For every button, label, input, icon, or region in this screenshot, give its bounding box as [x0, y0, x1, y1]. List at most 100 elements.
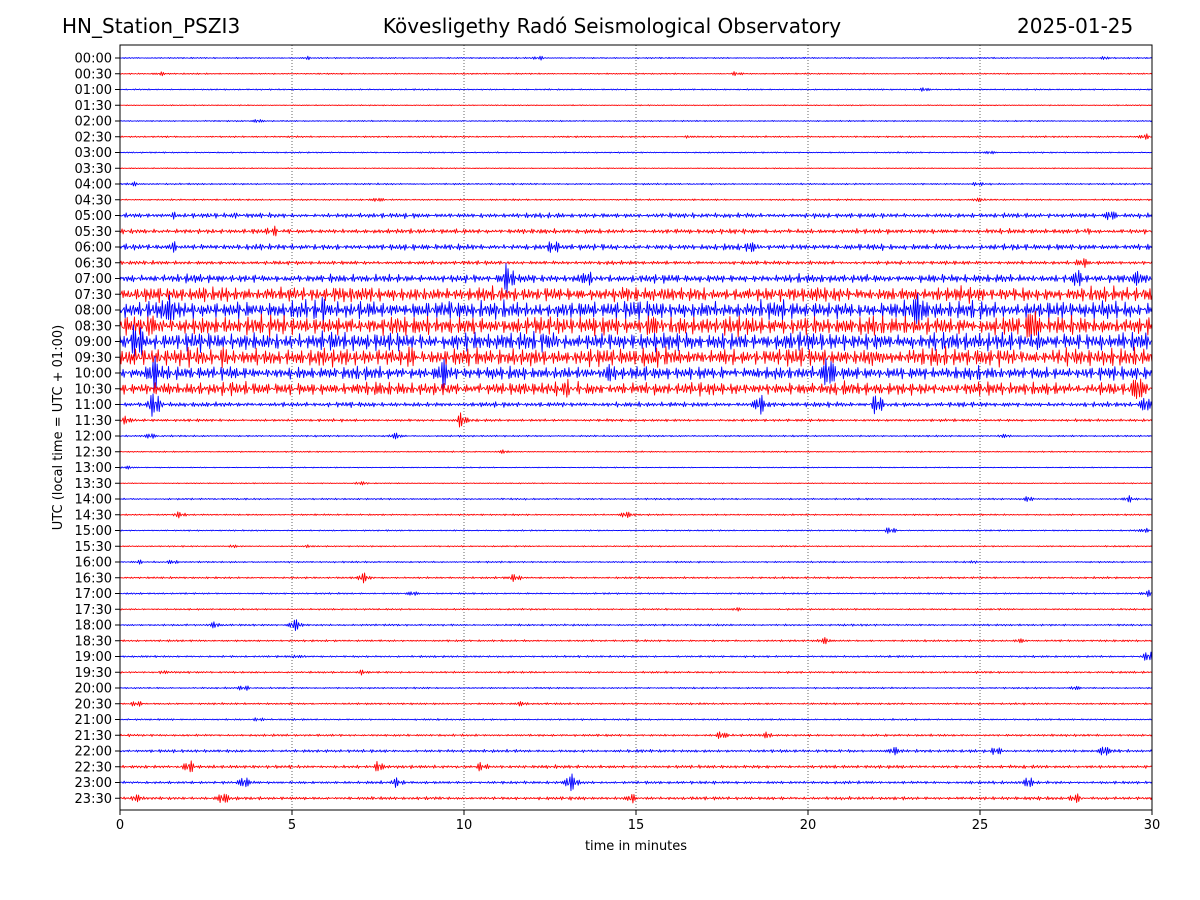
- seismogram-trace: [119, 293, 1153, 327]
- seismogram-trace: [119, 619, 1153, 632]
- seismogram-trace: [119, 717, 1153, 722]
- x-tick-label: 5: [288, 818, 296, 833]
- y-tick-label: 07:30: [75, 288, 112, 303]
- y-tick-label: 03:30: [75, 162, 112, 177]
- y-tick-label: 17:30: [75, 603, 112, 618]
- seismogram-trace: [119, 211, 1153, 221]
- y-tick-label: 16:30: [75, 571, 112, 586]
- seismogram-trace: [119, 181, 1153, 187]
- y-tick-label: 05:00: [75, 209, 112, 224]
- x-tick-label: 20: [800, 818, 817, 833]
- station-name: HN_Station_PSZI3: [62, 14, 241, 38]
- seismogram-trace: [119, 495, 1153, 503]
- seismogram-trace: [119, 572, 1153, 584]
- seismogram-trace: [119, 449, 1153, 454]
- seismogram-trace: [119, 167, 1153, 170]
- seismogram-trace: [119, 356, 1153, 390]
- seismogram-trace: [119, 378, 1153, 399]
- seismogram-trace: [119, 669, 1153, 676]
- y-tick-label: 20:00: [75, 682, 112, 697]
- y-tick-label: 04:00: [75, 178, 112, 193]
- y-tick-label: 16:00: [75, 556, 112, 571]
- seismogram-trace: [119, 197, 1153, 202]
- y-tick-label: 09:00: [75, 335, 112, 350]
- y-tick-label: 21:30: [75, 729, 112, 744]
- y-tick-label: 00:00: [75, 52, 112, 67]
- y-tick-label: 17:00: [75, 587, 112, 602]
- seismogram-trace: [119, 465, 1153, 470]
- seismogram-trace: [119, 225, 1153, 237]
- x-tick-label: 30: [1144, 818, 1161, 833]
- seismogram-trace: [119, 324, 1153, 357]
- y-tick-label: 13:00: [75, 461, 112, 476]
- y-tick-label: 18:00: [75, 619, 112, 634]
- y-tick-label: 01:00: [75, 83, 112, 98]
- y-axis-ticks: 00:0000:3001:0001:3002:0002:3003:0003:30…: [75, 52, 120, 807]
- seismogram-trace: [119, 607, 1153, 612]
- y-tick-label: 13:30: [75, 477, 112, 492]
- seismogram-trace: [119, 310, 1153, 340]
- vertical-gridlines: [291, 45, 981, 810]
- y-tick-label: 11:30: [75, 414, 112, 429]
- y-tick-label: 22:00: [75, 745, 112, 760]
- seismogram-trace: [119, 793, 1153, 804]
- seismogram-trace: [119, 432, 1153, 440]
- seismogram-trace: [119, 345, 1153, 369]
- y-tick-label: 07:00: [75, 272, 112, 287]
- seismogram-trace: [119, 701, 1153, 707]
- seismogram-trace: [119, 511, 1153, 519]
- seismogram-trace: [119, 412, 1153, 428]
- seismogram-trace: [119, 651, 1153, 661]
- seismogram-trace: [119, 637, 1153, 645]
- y-tick-label: 19:30: [75, 666, 112, 681]
- seismogram-trace: [119, 559, 1153, 565]
- y-tick-label: 12:30: [75, 445, 112, 460]
- y-tick-label: 22:30: [75, 760, 112, 775]
- seismogram-trace: [119, 55, 1153, 61]
- seismogram-trace: [119, 393, 1153, 417]
- y-tick-label: 06:30: [75, 256, 112, 271]
- seismogram-trace: [119, 731, 1153, 740]
- x-tick-label: 25: [972, 818, 989, 833]
- y-tick-label: 05:30: [75, 225, 112, 240]
- y-tick-label: 20:30: [75, 697, 112, 712]
- seismogram-traces: [119, 55, 1153, 804]
- y-tick-label: 09:30: [75, 351, 112, 366]
- seismogram-trace: [119, 760, 1153, 773]
- seismogram-trace: [119, 773, 1153, 792]
- y-tick-label: 02:00: [75, 115, 112, 130]
- x-axis-ticks: 0 5 10 15 20 25 30: [116, 810, 1160, 833]
- seismogram-trace: [119, 133, 1153, 140]
- seismogram-trace: [119, 685, 1153, 691]
- x-tick-label: 15: [628, 818, 645, 833]
- y-tick-label: 00:30: [75, 67, 112, 82]
- y-tick-label: 18:30: [75, 634, 112, 649]
- y-tick-label: 03:00: [75, 146, 112, 161]
- y-tick-label: 15:00: [75, 524, 112, 539]
- y-tick-label: 10:00: [75, 367, 112, 382]
- seismogram-trace: [119, 589, 1153, 598]
- seismogram-trace: [119, 263, 1153, 293]
- y-tick-label: 14:00: [75, 493, 112, 508]
- y-tick-label: 02:30: [75, 130, 112, 145]
- x-axis-label: time in minutes: [585, 839, 687, 854]
- y-tick-label: 15:30: [75, 540, 112, 555]
- y-tick-label: 12:00: [75, 430, 112, 445]
- y-tick-label: 08:00: [75, 304, 112, 319]
- seismogram-trace: [119, 104, 1153, 107]
- y-tick-label: 04:30: [75, 193, 112, 208]
- seismogram-trace: [119, 527, 1153, 534]
- seismogram-trace: [119, 481, 1153, 486]
- y-axis-label: UTC (local time = UTC + 01:00): [51, 325, 66, 530]
- seismogram-trace: [119, 71, 1153, 77]
- y-tick-label: 23:30: [75, 792, 112, 807]
- y-tick-label: 21:00: [75, 713, 112, 728]
- y-tick-label: 14:30: [75, 508, 112, 523]
- chart-date: 2025-01-25: [1017, 14, 1134, 38]
- y-tick-label: 10:30: [75, 382, 112, 397]
- seismogram-trace: [119, 285, 1153, 304]
- seismogram-trace: [119, 258, 1153, 268]
- y-tick-label: 06:00: [75, 241, 112, 256]
- seismogram-trace: [119, 150, 1153, 155]
